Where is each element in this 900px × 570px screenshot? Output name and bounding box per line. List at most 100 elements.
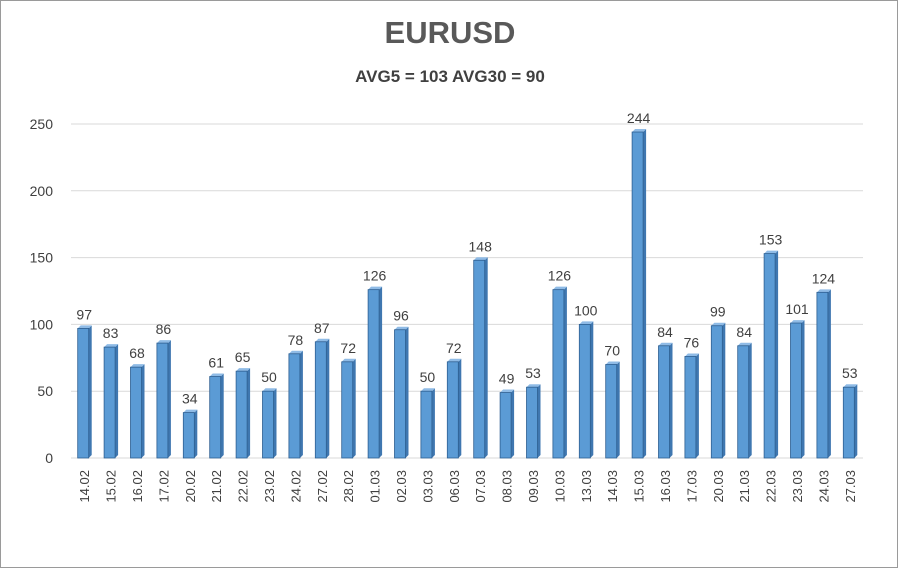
- bar-front: [130, 366, 142, 459]
- bar-top: [737, 342, 752, 346]
- x-tick-label: 02.03: [394, 470, 409, 503]
- bar-front: [262, 390, 274, 459]
- x-tick-label: 16.03: [658, 470, 673, 503]
- bar: [446, 358, 462, 459]
- data-label: 100: [574, 302, 598, 318]
- bar-top: [183, 409, 198, 413]
- x-tick-label: 03.03: [420, 470, 435, 503]
- data-label: 83: [103, 325, 119, 341]
- bar-front: [473, 259, 486, 459]
- bar: [262, 388, 277, 459]
- bar-top: [764, 250, 779, 254]
- data-label: 53: [525, 365, 541, 381]
- data-label: 78: [288, 332, 304, 348]
- x-axis-ticks: 14.02 15.02 16.02 17.02 20.02 21.02 22.02 23.02…: [77, 470, 858, 503]
- x-tick-label: 22.02: [236, 470, 251, 503]
- data-label: 72: [446, 340, 462, 356]
- bar-top: [632, 129, 647, 133]
- bar: [605, 361, 620, 459]
- data-label: 86: [156, 321, 172, 337]
- bar-front: [156, 342, 169, 459]
- x-tick-label: 15.02: [104, 470, 119, 503]
- x-tick-label: 21.03: [737, 470, 752, 503]
- bar-top: [156, 340, 171, 344]
- bar-top: [605, 361, 620, 365]
- bar-front: [103, 346, 116, 459]
- data-label: 126: [363, 268, 387, 284]
- bar-front: [578, 323, 591, 459]
- bar-front: [367, 289, 380, 459]
- data-label: 101: [785, 301, 809, 317]
- bar-side: [405, 326, 409, 458]
- bar-top: [130, 364, 145, 368]
- bar: [420, 388, 435, 459]
- data-label: 126: [548, 268, 572, 284]
- bar-front: [420, 390, 433, 459]
- bar-side: [431, 388, 435, 458]
- bar-top: [500, 389, 515, 393]
- bar: [288, 350, 303, 459]
- bar: [763, 250, 779, 459]
- data-label: 72: [340, 340, 356, 356]
- x-tick-label: 06.03: [447, 470, 462, 503]
- bar-front: [842, 386, 855, 459]
- bar-top: [341, 358, 356, 362]
- bar-front: [446, 361, 459, 459]
- bar: [658, 342, 673, 459]
- bar-front: [816, 291, 829, 459]
- bar-top: [104, 344, 119, 348]
- x-tick-label: 10.03: [552, 470, 567, 503]
- bar: [235, 368, 251, 459]
- data-label: 153: [759, 232, 783, 248]
- bar: [341, 358, 356, 459]
- y-axis-ticks: 0 50 100 150 200 250: [30, 116, 54, 466]
- bar-top: [447, 358, 462, 362]
- bar-top: [315, 338, 330, 342]
- bar-front: [77, 328, 90, 459]
- bar-front: [182, 412, 195, 459]
- bar-top: [526, 384, 541, 388]
- x-tick-label: 22.03: [764, 470, 779, 503]
- bar-side: [88, 325, 92, 458]
- data-label: 84: [736, 324, 752, 340]
- bar: [130, 364, 145, 459]
- bar: [578, 321, 594, 459]
- x-tick-label: 21.02: [209, 470, 224, 503]
- bar: [473, 257, 488, 459]
- bar-front: [790, 322, 802, 459]
- bar-front: [763, 253, 776, 459]
- x-tick-label: 27.02: [315, 470, 330, 503]
- bar: [526, 384, 541, 459]
- bar-top: [288, 350, 303, 354]
- chart-subtitle: AVG5 = 103 AVG30 = 90: [355, 67, 545, 86]
- bar-side: [643, 129, 647, 459]
- bar-top: [552, 286, 567, 290]
- x-tick-label: 23.02: [262, 470, 277, 503]
- bar-front: [526, 386, 538, 459]
- bar: [394, 326, 409, 459]
- bar-side: [194, 409, 198, 458]
- bar: [684, 353, 699, 459]
- bar-front: [209, 376, 222, 459]
- data-label: 84: [657, 324, 673, 340]
- bar-top: [658, 342, 673, 346]
- bar-front: [684, 356, 697, 459]
- data-label: 87: [314, 320, 330, 336]
- data-label: 70: [604, 342, 620, 358]
- x-tick-label: 17.02: [156, 470, 171, 503]
- bar-side: [827, 289, 831, 458]
- y-tick-label: 100: [30, 316, 54, 332]
- bar-top: [394, 326, 409, 330]
- bar-front: [235, 370, 248, 459]
- bar-top: [843, 384, 858, 388]
- y-tick-label: 150: [30, 250, 54, 266]
- data-label: 99: [710, 304, 726, 320]
- bar-side: [616, 361, 620, 458]
- bar-side: [590, 321, 594, 458]
- bar: [209, 373, 224, 459]
- bar-side: [563, 286, 567, 458]
- x-tick-label: 20.02: [183, 470, 198, 503]
- bar-top: [368, 286, 383, 290]
- bar-front: [394, 329, 406, 459]
